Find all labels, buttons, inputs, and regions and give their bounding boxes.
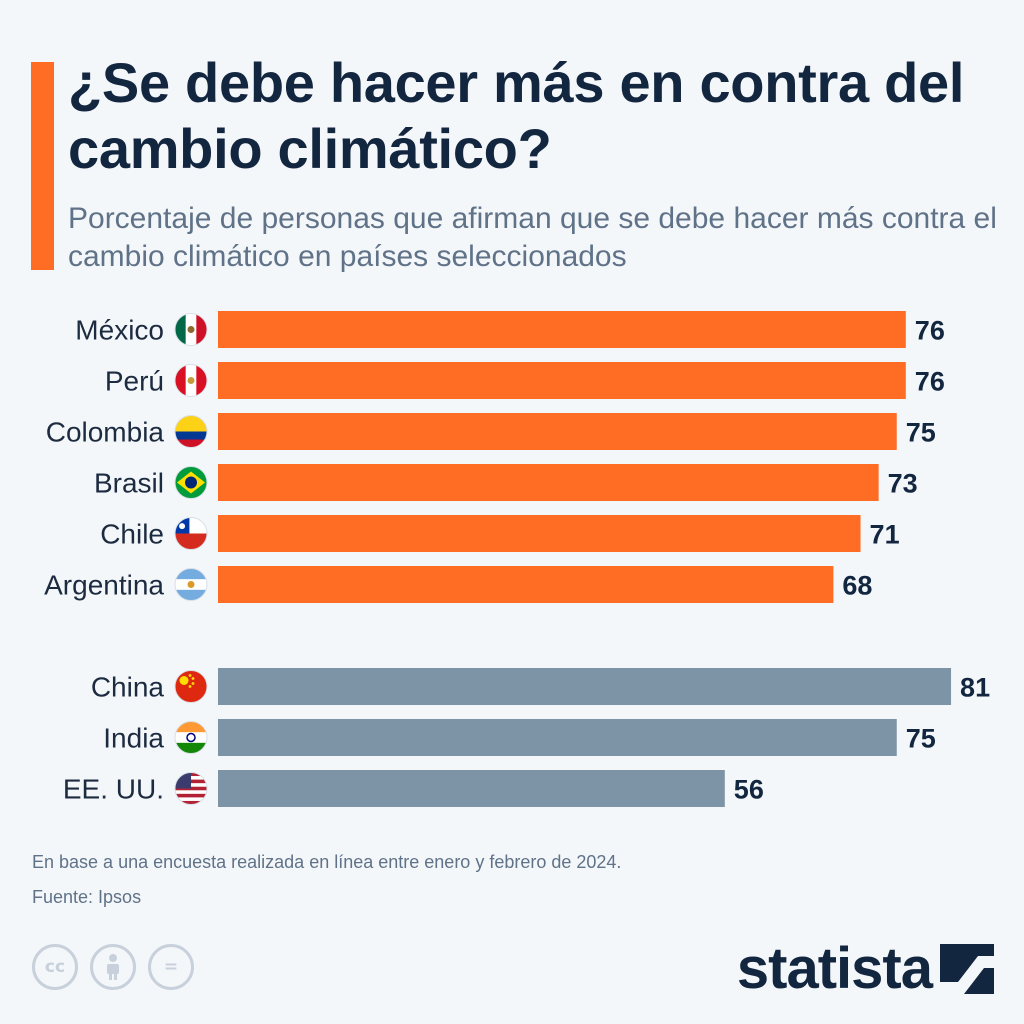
flag-china-icon <box>174 670 208 703</box>
source-label: Fuente: Ipsos <box>32 887 142 907</box>
cc-icon[interactable]: cc <box>32 944 78 990</box>
flag-argentina-icon <box>174 568 208 601</box>
flag-brazil-icon <box>174 466 208 499</box>
flag-usa-icon <box>174 772 208 805</box>
data-label: 75 <box>906 724 936 754</box>
bar[interactable] <box>218 566 834 603</box>
category-label: China <box>91 672 165 703</box>
bar[interactable] <box>218 362 906 399</box>
category-label: Argentina <box>44 570 164 601</box>
data-label: 68 <box>842 571 872 601</box>
data-label: 76 <box>915 316 945 346</box>
bar-row-ee-uu: EE. UU. 56 <box>63 770 764 807</box>
chart-subtitle: Porcentaje de personas que afirman que s… <box>68 202 997 273</box>
bar-row-colombia: Colombia 75 <box>46 413 936 450</box>
statista-logo-icon <box>940 943 994 994</box>
category-label: Colombia <box>46 417 165 448</box>
bar[interactable] <box>218 311 906 348</box>
flag-peru-icon <box>174 364 208 397</box>
flag-india-icon <box>174 721 208 754</box>
bar-row-china: China 81 <box>91 668 990 705</box>
bar[interactable] <box>218 413 897 450</box>
bar[interactable] <box>218 719 897 756</box>
data-label: 81 <box>960 673 990 703</box>
bar-row-peru: Perú 76 <box>105 362 945 399</box>
bar[interactable] <box>218 464 879 501</box>
flag-colombia-icon <box>174 415 208 448</box>
statista-wordmark: statista <box>736 936 933 1001</box>
flag-chile-icon <box>174 517 208 550</box>
chart-title: ¿Se debe hacer más en contra del cambio … <box>68 51 965 180</box>
no-derivatives-icon[interactable]: = <box>148 944 194 990</box>
data-label: 71 <box>870 520 900 550</box>
category-label: Chile <box>100 519 164 550</box>
bar[interactable] <box>218 515 861 552</box>
attribution-icon[interactable] <box>90 944 136 990</box>
bar-row-argentina: Argentina 68 <box>44 566 872 603</box>
bar-row-chile: Chile 71 <box>100 515 900 552</box>
bar-row-mexico: México 76 <box>75 311 945 348</box>
bar-row-india: India 75 <box>103 719 936 756</box>
survey-note: En base a una encuesta realizada en líne… <box>32 852 622 872</box>
data-label: 75 <box>906 418 936 448</box>
license-icons: cc = <box>32 944 194 990</box>
bar[interactable] <box>218 668 952 705</box>
bar-row-brasil: Brasil 73 <box>94 464 918 501</box>
category-label: Perú <box>105 366 164 397</box>
data-label: 76 <box>915 367 945 397</box>
category-label: India <box>103 723 164 754</box>
bar[interactable] <box>218 770 725 807</box>
data-label: 73 <box>888 469 918 499</box>
accent-bar <box>31 62 54 270</box>
statista-brand[interactable]: statista <box>737 935 994 1002</box>
bar-chart: México 76 Perú 76 Colombia 75 Brasil 73 Chile 71 A… <box>44 311 990 807</box>
category-label: Brasil <box>94 468 164 499</box>
category-label: México <box>75 315 164 346</box>
category-label: EE. UU. <box>63 774 164 805</box>
data-label: 56 <box>734 775 764 805</box>
flag-mexico-icon <box>174 313 208 346</box>
